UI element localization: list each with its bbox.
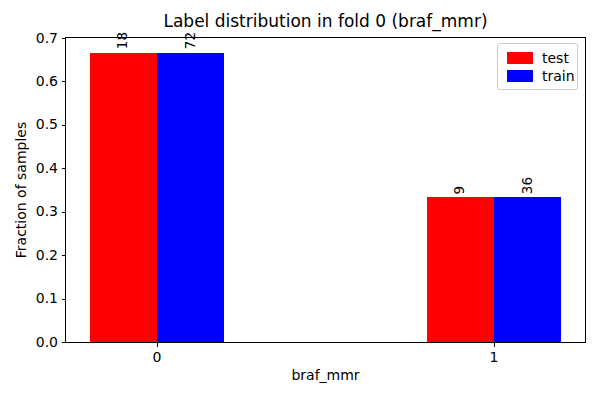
bar-value-label-test-1: 9 — [454, 186, 468, 195]
x-tick-mark — [494, 343, 495, 347]
legend-label-train: train — [542, 68, 575, 84]
y-tick-mark — [62, 255, 66, 256]
chart-title: Label distribution in fold 0 (braf_mmr) — [66, 11, 585, 31]
legend: test train — [497, 43, 578, 90]
bar-value-label-train-0: 72 — [184, 32, 198, 49]
y-tick-label: 0.0 — [0, 334, 58, 351]
legend-label-test: test — [542, 50, 569, 66]
y-tick-mark — [62, 38, 66, 39]
bar-test-1 — [427, 197, 494, 342]
bar-train-1 — [494, 197, 561, 342]
x-axis-label: braf_mmr — [66, 367, 585, 383]
bar-value-label-train-1: 36 — [521, 177, 535, 194]
y-tick-label: 0.5 — [0, 116, 58, 133]
bar-value-label-test-0: 18 — [117, 32, 131, 49]
y-tick-label: 0.1 — [0, 290, 58, 307]
y-tick-label: 0.4 — [0, 160, 58, 177]
y-tick-label: 0.2 — [0, 247, 58, 264]
y-tick-mark — [62, 299, 66, 300]
y-axis-label: Fraction of samples — [13, 122, 29, 258]
y-tick-mark — [62, 342, 66, 343]
y-tick-label: 0.6 — [0, 73, 58, 90]
legend-item-train: train — [507, 68, 570, 84]
y-tick-mark — [62, 125, 66, 126]
y-tick-label: 0.7 — [0, 30, 58, 47]
test-color-swatch — [507, 52, 533, 64]
figure: Label distribution in fold 0 (braf_mmr) … — [0, 0, 600, 400]
y-tick-mark — [62, 168, 66, 169]
bar-test-0 — [90, 53, 157, 343]
legend-item-test: test — [507, 50, 570, 66]
y-tick-label: 0.3 — [0, 203, 58, 220]
x-tick-label: 1 — [474, 349, 514, 366]
x-tick-label: 0 — [137, 349, 177, 366]
y-tick-mark — [62, 81, 66, 82]
y-tick-mark — [62, 212, 66, 213]
bar-train-0 — [157, 53, 224, 343]
x-tick-mark — [157, 343, 158, 347]
train-color-swatch — [507, 70, 533, 82]
